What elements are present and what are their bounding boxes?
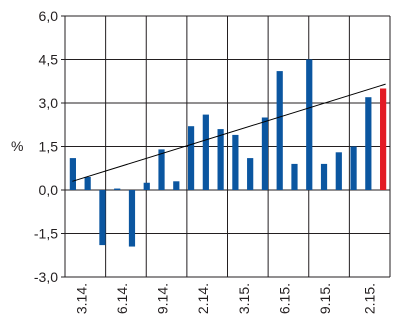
bar [114,188,121,190]
bar [99,190,106,246]
x-tick-labels: 3.14. 6.14. 9.14. 2.14. 3.15. 6.15. 9.15. 2.15. [73,283,377,314]
bar [84,176,91,190]
bar [365,97,372,190]
grid [64,15,391,278]
y-tick-labels: 6,0 4,5 3,0 1,5 0,0 -1,5 -3,0 [34,8,58,285]
bar [247,158,254,190]
bar [335,152,342,190]
y-tick-label: 4,5 [39,52,59,68]
y-axis-label: % [11,138,23,154]
bar [143,182,150,190]
x-tick-label: 9.14. [155,283,171,314]
bar-highlight [380,88,387,190]
y-tick-label: 0,0 [39,182,59,198]
y-tick-label: 6,0 [39,8,59,24]
y-tick-label: 1,5 [39,139,59,155]
bar [69,158,76,190]
x-tick-label: 6.14. [114,283,130,314]
bar [217,129,224,190]
bar [128,190,136,247]
trendline [72,83,386,182]
y-tick-label: -1,5 [34,226,58,242]
bar [350,146,357,190]
bar [173,181,180,190]
bar [320,163,328,190]
x-tick-label: 3.15. [236,283,252,314]
trend-line [72,83,386,182]
x-tick-label: 3.14. [73,283,89,314]
bar [202,114,209,190]
axes [61,15,65,278]
x-tick-label: 2.14. [195,283,211,314]
y-tick-label: 3,0 [39,95,59,111]
bar [187,126,195,190]
y-tick-label: -3,0 [34,269,58,285]
bar [232,134,239,190]
bar [276,71,283,190]
bar [291,163,298,190]
bar [306,59,313,190]
x-tick-label: 6.15. [276,283,292,314]
bar [158,149,165,190]
bar [261,117,269,190]
x-tick-label: 2.15. [362,283,378,314]
bars [69,59,387,247]
x-tick-label: 9.15. [317,283,333,314]
